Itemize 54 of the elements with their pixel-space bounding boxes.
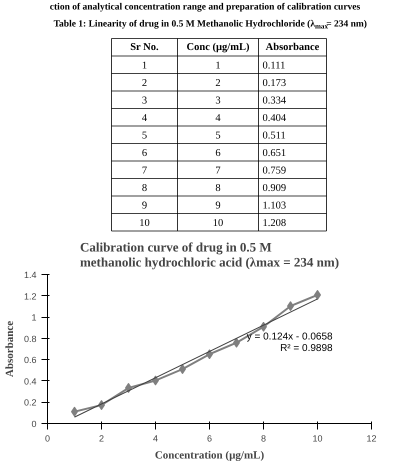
text: 9 xyxy=(215,200,221,212)
y-axis-title: Absorbance xyxy=(4,320,16,378)
text: Absorbance xyxy=(266,42,320,53)
text: 8 xyxy=(215,182,221,194)
text: 7 xyxy=(142,165,148,176)
text: 0.404 xyxy=(262,112,286,124)
text: 0.511 xyxy=(262,130,286,142)
text: 5 xyxy=(142,130,148,142)
text: 1 xyxy=(215,60,221,72)
x-axis-title: Concentration (µg/mL) xyxy=(154,450,264,462)
text: 6 xyxy=(142,148,148,159)
text: 10 xyxy=(139,218,150,229)
text: 6 xyxy=(215,148,221,159)
text: 3 xyxy=(215,95,221,106)
text: 0.111 xyxy=(262,60,286,72)
x-tick-label: 6 xyxy=(206,434,212,444)
text: 0.173 xyxy=(262,78,286,89)
x-tick-label: 4 xyxy=(152,434,158,444)
text: 7 xyxy=(215,165,221,176)
annotation: y = 0.124x - 0.0658 xyxy=(246,332,334,343)
text: 4 xyxy=(142,112,148,124)
text: 0.759 xyxy=(262,165,286,176)
text: 5 xyxy=(215,130,221,142)
y-tick-label: 0.2 xyxy=(24,398,37,408)
annotation: R² = 0.9898 xyxy=(280,342,334,354)
x-tick-label: 12 xyxy=(366,434,377,444)
y-tick-label: 0.6 xyxy=(24,355,37,366)
text: 1.103 xyxy=(262,200,286,212)
y-tick-label: 0.4 xyxy=(24,376,37,386)
y-tick-label: 0 xyxy=(31,419,37,429)
text: 8 xyxy=(142,182,148,194)
x-tick-label: 10 xyxy=(312,434,323,444)
text: Sr No. xyxy=(130,42,159,53)
text: 2 xyxy=(142,78,148,89)
x-tick-label: 2 xyxy=(98,434,104,444)
text: ction of analytical concentration range and preparation of calibration curves xyxy=(50,2,360,12)
x-tick-label: 8 xyxy=(260,434,266,444)
text: 0.334 xyxy=(262,95,286,106)
text: Conc (µg/mL) xyxy=(186,42,250,53)
text: 10 xyxy=(212,218,224,229)
text: 0.651 xyxy=(262,148,286,159)
chart-title: Calibration curve of drug in 0.5 M methanolic hydrochloric acid (λmax = 234 nm) xyxy=(80,240,340,270)
text: 4 xyxy=(215,112,221,124)
text: 0.909 xyxy=(262,182,286,194)
text: 9 xyxy=(142,200,148,212)
y-tick-label: 1.2 xyxy=(24,291,37,302)
y-tick-label: 0.8 xyxy=(24,334,37,344)
y-tick-label: 1 xyxy=(31,312,37,323)
text: 2 xyxy=(215,78,221,89)
text: 3 xyxy=(142,95,148,106)
text: 1.208 xyxy=(262,218,286,229)
x-tick-label: 0 xyxy=(44,434,50,444)
text: 1 xyxy=(142,60,148,72)
y-tick-label: 1.4 xyxy=(24,270,37,280)
